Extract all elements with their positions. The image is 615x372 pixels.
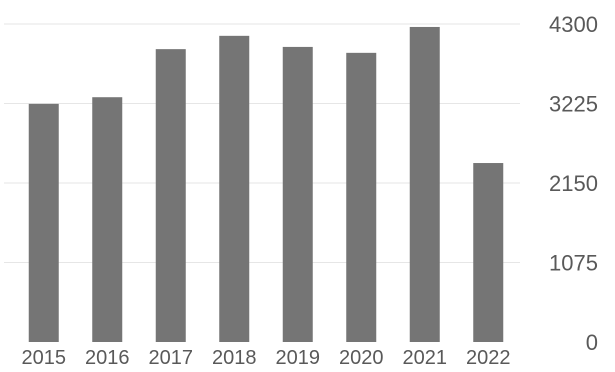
gridlines [4,23,520,263]
y-tick-label: 1075 [549,251,598,276]
y-tick-label: 0 [586,330,598,355]
x-tick-label: 2016 [85,347,130,369]
y-tick-label: 4300 [549,12,598,37]
bar-2015 [28,103,59,342]
bar-2018 [219,35,250,343]
bar-2016 [92,97,123,342]
y-axis-ticks: 0 1075 2150 3225 4300 [549,12,598,355]
bar-2022 [473,163,504,342]
bar-2019 [282,46,313,342]
bar-2020 [346,52,377,343]
y-tick-label: 2150 [549,171,598,196]
y-tick-label: 3225 [549,92,598,117]
x-tick-label: 2018 [212,347,257,369]
bar-2021 [409,26,440,343]
x-tick-label: 2017 [149,347,194,369]
x-tick-label: 2022 [466,347,511,369]
x-axis-ticks: 2015 2016 2017 2018 2019 2020 2021 2022 [22,347,511,369]
bar-2017 [155,49,186,342]
x-tick-label: 2020 [339,347,384,369]
x-tick-label: 2019 [276,347,321,369]
x-tick-label: 2015 [22,347,67,369]
x-tick-label: 2021 [403,347,448,369]
bars [28,26,504,343]
